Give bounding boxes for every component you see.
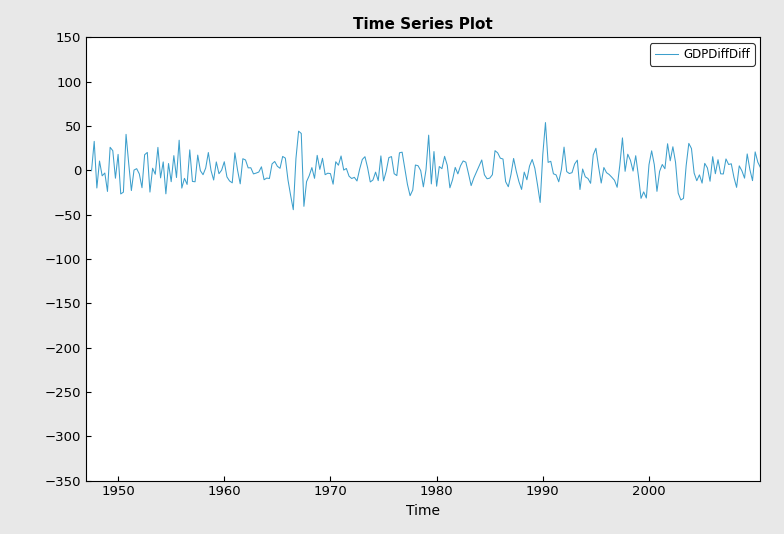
GDPDiffDiff [187,178,197,185]
X-axis label: Time: Time [406,504,441,518]
GDPDiffDiff [432,183,441,190]
GDPDiffDiff [541,120,550,126]
GDPDiffDiff [597,180,606,186]
Title: Time Series Plot: Time Series Plot [354,17,493,32]
Legend: GDPDiffDiff: GDPDiffDiff [650,43,754,66]
GDPDiffDiff [87,168,96,174]
GDPDiffDiff [671,159,681,166]
GDPDiffDiff [771,177,781,183]
GDPDiffDiff [151,171,160,177]
Line: GDPDiffDiff: GDPDiffDiff [92,123,784,225]
